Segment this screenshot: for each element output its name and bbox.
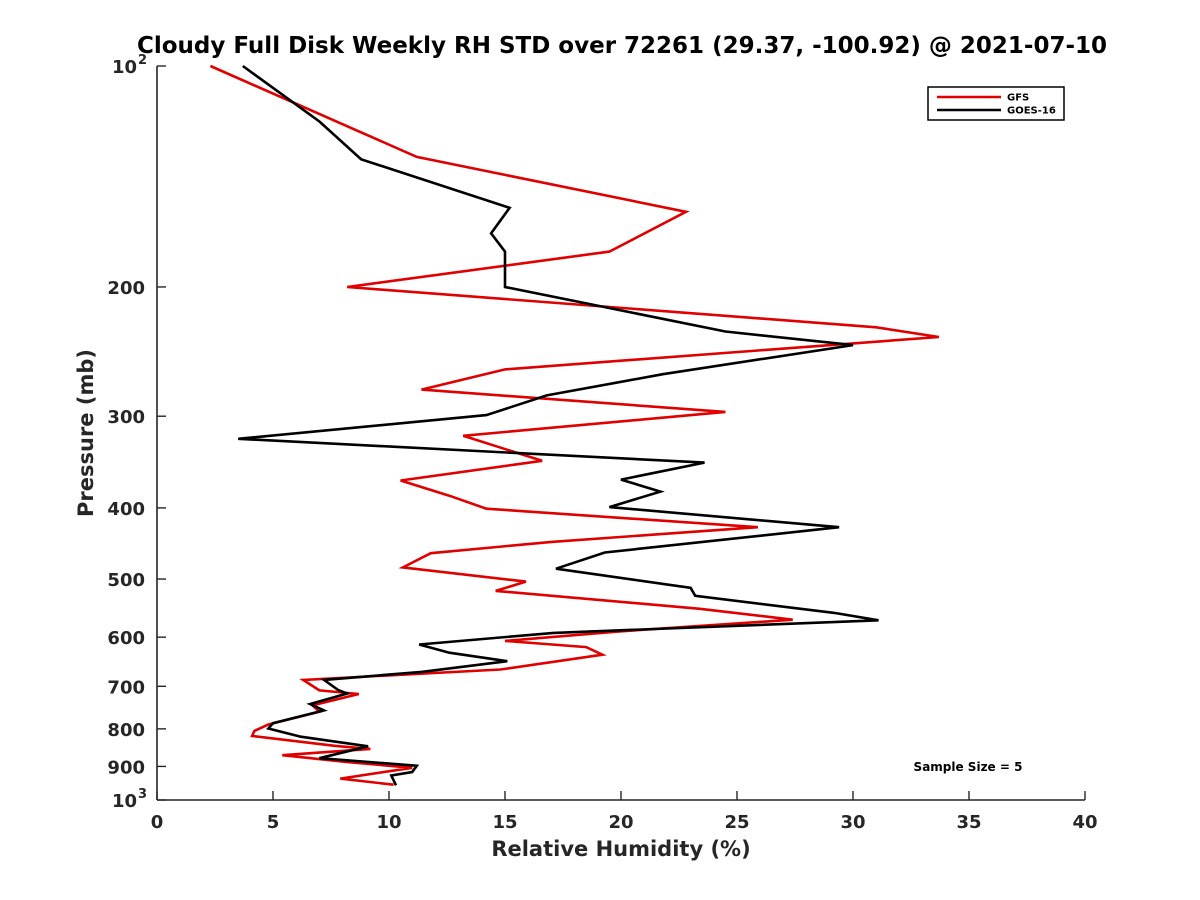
y-tick-label: 10 (112, 57, 137, 78)
y-tick-exponent: 2 (138, 53, 147, 68)
y-tick-label: 10 (112, 791, 137, 812)
x-tick-label: 30 (840, 812, 865, 833)
x-tick-label: 35 (956, 812, 981, 833)
legend-box (927, 86, 1065, 121)
series-layer (209, 64, 939, 786)
x-tick-label: 40 (1072, 812, 1097, 833)
y-tick-label: 600 (107, 628, 145, 649)
x-axis-label: Relative Humidity (%) (491, 837, 750, 861)
y-tick-label: 700 (107, 677, 145, 698)
legend: GFS GOES-16 (927, 86, 1065, 121)
y-axis-label: Pressure (mb) (74, 349, 98, 517)
x-tick-label: 10 (376, 812, 401, 833)
y-tick-label: 800 (107, 720, 145, 741)
y-tick-label: 500 (107, 570, 145, 591)
series-line-goes-16 (238, 64, 879, 786)
x-tick-label: 0 (151, 812, 164, 833)
x-tick-label: 15 (492, 812, 517, 833)
y-tick-label: 200 (107, 278, 145, 299)
sample-size-annotation: Sample Size = 5 (914, 760, 1023, 774)
x-tick-label: 5 (267, 812, 280, 833)
y-tick-label: 900 (107, 757, 145, 778)
y-tick-label: 400 (107, 499, 145, 520)
y-tick-exponent: 3 (138, 787, 147, 802)
chart-title: Cloudy Full Disk Weekly RH STD over 7226… (137, 33, 1107, 59)
x-tick-label: 20 (608, 812, 633, 833)
y-tick-label: 300 (107, 407, 145, 428)
series-line-gfs (209, 64, 939, 786)
legend-label: GOES-16 (1007, 106, 1056, 117)
legend-entries: GFS GOES-16 (937, 93, 1056, 117)
x-tick-label: 25 (724, 812, 749, 833)
legend-label: GFS (1007, 93, 1029, 104)
